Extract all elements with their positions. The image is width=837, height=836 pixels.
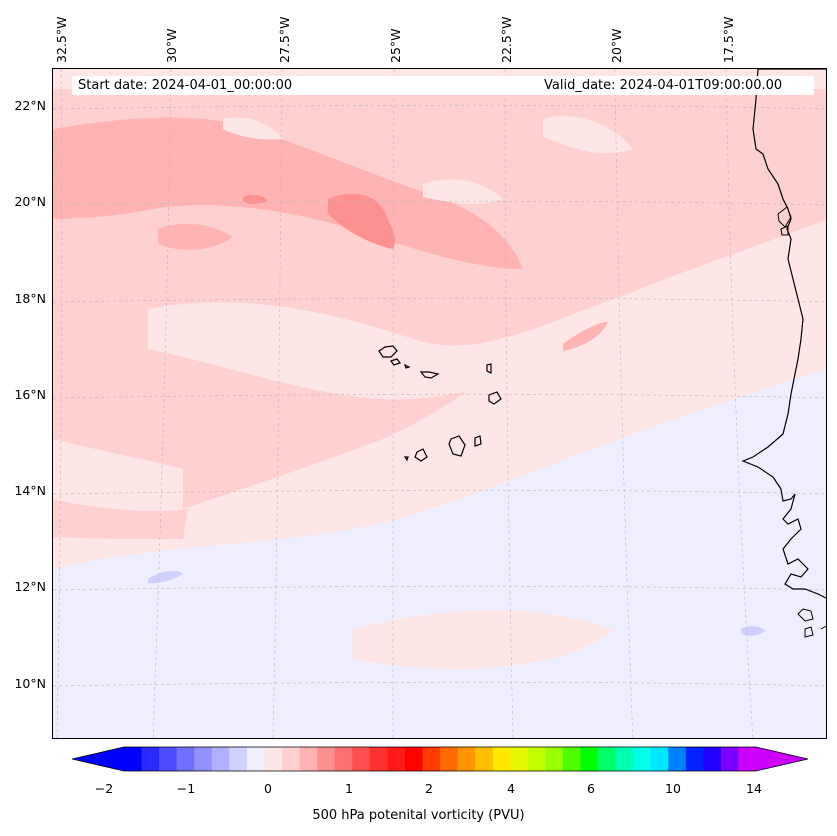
pv-positive-strong-band (158, 223, 233, 250)
colorbar-cell (510, 747, 529, 771)
colorbar-cell (404, 747, 423, 771)
lat-label: 12°N (14, 579, 46, 594)
colorbar-tick-label: 4 (507, 781, 515, 796)
valid-date-banner: Valid_date: 2024-04-01T09:00:00.00 (538, 76, 814, 95)
colorbar-cell (615, 747, 634, 771)
colorbar-cell (598, 747, 617, 771)
colorbar-cell (194, 747, 213, 771)
colorbar-cell (633, 747, 652, 771)
colorbar-tick-label: 0 (264, 781, 272, 796)
lat-label: 18°N (14, 291, 46, 306)
start-date-banner: Start date: 2024-04-01_00:00:00 (72, 76, 358, 95)
colorbar-cell (457, 747, 476, 771)
colorbar-cell (141, 747, 160, 771)
pv-weak-patch (423, 179, 503, 204)
colorbar-tick-label: 14 (746, 781, 762, 796)
pv-weak-patch (223, 117, 283, 140)
start-date-text: Start date: 2024-04-01_00:00:00 (78, 78, 293, 93)
colorbar-tick-label: −1 (176, 781, 196, 796)
pv-negative-strong-patch (741, 626, 765, 636)
africa-coastline (741, 69, 826, 599)
colorbar-cell (685, 747, 704, 771)
colorbar-cell (738, 747, 757, 771)
pv-positive-strong-band (563, 321, 608, 351)
lon-label: 20°W (609, 28, 624, 63)
colorbar-cell (703, 747, 722, 771)
lat-label: 14°N (14, 483, 46, 498)
colorbar-outline (72, 746, 809, 772)
lon-label: 22.5°W (499, 16, 514, 63)
lon-label: 27.5°W (277, 16, 292, 63)
colorbar-cell (264, 747, 283, 771)
colorbar-tick-label: 6 (587, 781, 595, 796)
lon-label: 25°W (388, 28, 403, 63)
pv-weak-patch (543, 115, 633, 154)
colorbar-cell (422, 747, 441, 771)
colorbar-cell (124, 747, 143, 771)
colorbar-cell (545, 747, 564, 771)
lon-label: 30°W (164, 28, 179, 63)
lat-label: 16°N (14, 387, 46, 402)
colorbar-cell (299, 747, 318, 771)
colorbar-cell (492, 747, 511, 771)
colorbar-cell (282, 747, 301, 771)
colorbar-cell (334, 747, 353, 771)
colorbar-tick-label: −2 (94, 781, 114, 796)
graticule (53, 69, 826, 738)
colorbar-cell (440, 747, 459, 771)
colorbar-cell (159, 747, 178, 771)
colorbar-cell (229, 747, 248, 771)
colorbar-cell (562, 747, 581, 771)
banner-gap (352, 76, 538, 95)
lat-label: 20°N (14, 194, 46, 209)
colorbar-tick-label: 2 (425, 781, 433, 796)
lon-label: 17.5°W (721, 16, 736, 63)
colorbar-cell (650, 747, 669, 771)
colorbar-label: 500 hPa potenital vorticity (PVU) (312, 808, 525, 823)
colorbar-cell (211, 747, 230, 771)
valid-date-text: Valid_date: 2024-04-01T09:00:00.00 (544, 78, 783, 93)
colorbar-cell (720, 747, 739, 771)
colorbar-cell (352, 747, 371, 771)
colorbar-tick-label: 10 (665, 781, 681, 796)
colorbar-cell (527, 747, 546, 771)
pv-contour-map (53, 69, 826, 738)
colorbar-cell (369, 747, 388, 771)
colorbar-over-arrow (756, 747, 808, 771)
colorbar (72, 746, 809, 772)
map-panel[interactable] (52, 68, 827, 739)
lat-label: 22°N (14, 98, 46, 113)
colorbar-cell (387, 747, 406, 771)
lon-label: 32.5°W (54, 16, 69, 63)
colorbar-cell (176, 747, 195, 771)
pv-weak-patch (148, 259, 813, 400)
colorbar-cell (317, 747, 336, 771)
colorbar-under-arrow (72, 747, 124, 771)
pv-positive-max-patch (243, 194, 268, 204)
pv-positive-max-patch (328, 193, 395, 249)
lat-label: 10°N (14, 676, 46, 691)
colorbar-cell (246, 747, 265, 771)
pv-negative-strong-patch (148, 570, 183, 584)
colorbar-cell (580, 747, 599, 771)
pv-positive-band-lower (53, 499, 188, 539)
pv-negative-patch (353, 610, 613, 669)
pv-positive-strong-band (53, 117, 523, 269)
colorbar-cells (124, 747, 757, 771)
island-outlines (378, 345, 502, 462)
pv-negative-region (53, 369, 826, 738)
colorbar-cell (475, 747, 494, 771)
africa-coastline-detail (777, 206, 826, 638)
colorbar-tick-label: 1 (345, 781, 353, 796)
colorbar-cell (668, 747, 687, 771)
